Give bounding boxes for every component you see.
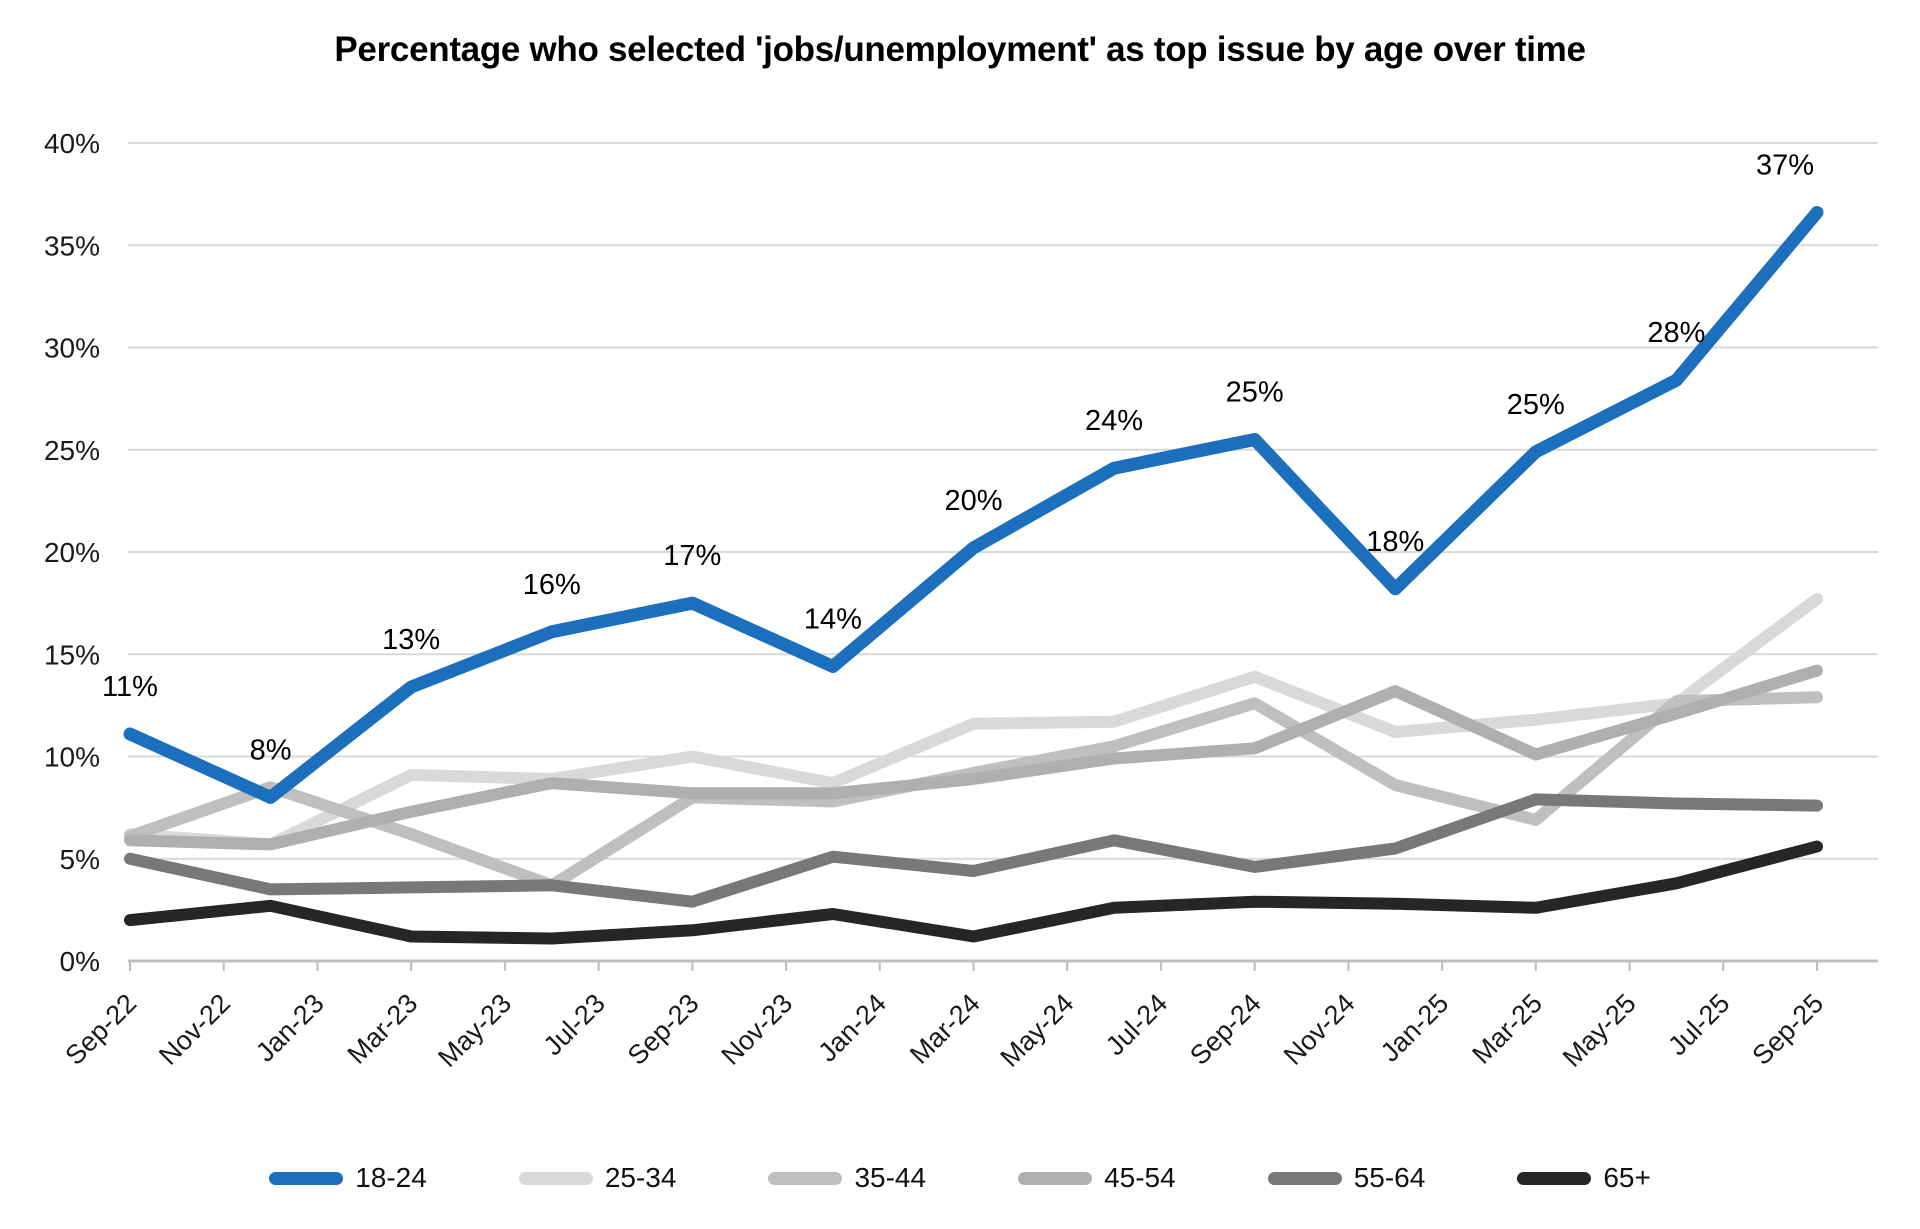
data-label: 13% — [382, 624, 440, 656]
series-line-45-54 — [124, 664, 1823, 851]
x-tick-label: Sep-24 — [1184, 988, 1267, 1071]
x-tick-label: Sep-22 — [59, 988, 142, 1071]
series-line-25-34 — [124, 593, 1823, 851]
data-label: 20% — [944, 485, 1002, 517]
legend-item-55-64: 55-64 — [1267, 1162, 1426, 1194]
data-label: 16% — [523, 569, 581, 601]
legend-swatch-65+ — [1517, 1171, 1592, 1185]
y-tick-label: 15% — [44, 639, 100, 670]
legend-item-45-54: 45-54 — [1018, 1162, 1176, 1194]
y-tick-label: 10% — [44, 742, 100, 773]
legend-label-18-24: 18-24 — [355, 1162, 427, 1193]
legend-item-18-24: 18-24 — [269, 1162, 427, 1194]
x-tick-label: Mar-24 — [904, 988, 986, 1070]
y-tick-label: 25% — [44, 435, 100, 466]
chart-legend: 18-24 25-34 35-44 45-54 55-64 65+ — [0, 1146, 1920, 1210]
x-tick-label: Nov-24 — [1278, 988, 1361, 1071]
series-line-55-64 — [124, 793, 1823, 908]
data-label: 24% — [1085, 405, 1143, 437]
series-line-35-44 — [124, 691, 1823, 892]
legend-label-25-34: 25-34 — [604, 1162, 677, 1193]
data-label: 11% — [102, 671, 158, 703]
data-label: 18% — [1366, 526, 1424, 558]
x-tick-label: Jan-25 — [1375, 988, 1455, 1068]
data-label: 28% — [1647, 317, 1705, 349]
data-label: 8% — [250, 734, 292, 766]
legend-label-65+: 65+ — [1603, 1162, 1651, 1193]
x-tick-label: Nov-23 — [716, 988, 799, 1071]
legend-item-65+: 65+ — [1517, 1162, 1651, 1194]
x-tick-label: Nov-22 — [153, 988, 236, 1071]
x-tick-label: Jul-24 — [1100, 988, 1173, 1061]
legend-label-55-64: 55-64 — [1353, 1162, 1426, 1193]
legend-label-45-54: 45-54 — [1104, 1162, 1176, 1193]
x-tick-label: Mar-25 — [1466, 988, 1548, 1070]
y-tick-label: 40% — [44, 128, 100, 159]
x-tick-label: May-24 — [995, 988, 1080, 1073]
x-tick-label: Jan-24 — [812, 988, 892, 1068]
legend-item-25-34: 25-34 — [518, 1162, 677, 1194]
y-tick-label: 5% — [60, 844, 100, 875]
y-tick-label: 35% — [44, 230, 100, 261]
x-tick-label: Mar-23 — [342, 988, 424, 1070]
x-tick-label: Sep-25 — [1746, 988, 1829, 1071]
x-tick-label: Jul-25 — [1662, 988, 1735, 1061]
legend-item-35-44: 35-44 — [768, 1162, 926, 1194]
legend-swatch-55-64 — [1267, 1171, 1342, 1185]
chart-title: Percentage who selected 'jobs/unemployme… — [334, 30, 1586, 69]
x-tick-label: May-23 — [432, 988, 517, 1073]
y-tick-label: 30% — [44, 333, 100, 364]
series-line-65+ — [124, 840, 1823, 945]
legend-swatch-18-24 — [269, 1171, 344, 1185]
series-line-18-24 — [123, 206, 1824, 804]
data-label: 25% — [1226, 377, 1284, 409]
x-tick-label: Sep-23 — [622, 988, 705, 1071]
y-tick-label: 0% — [60, 946, 100, 977]
y-tick-label: 20% — [44, 537, 100, 568]
legend-swatch-45-54 — [1018, 1171, 1093, 1185]
legend-swatch-35-44 — [768, 1171, 843, 1185]
legend-swatch-25-34 — [518, 1171, 593, 1185]
data-label: 37% — [1756, 150, 1814, 182]
x-tick-label: Jan-23 — [250, 988, 330, 1068]
x-tick-label: Jul-23 — [538, 988, 611, 1061]
legend-label-35-44: 35-44 — [854, 1162, 927, 1193]
data-label: 25% — [1507, 389, 1565, 421]
data-label: 17% — [663, 540, 721, 572]
data-label: 14% — [804, 604, 862, 636]
x-tick-label: May-25 — [1557, 988, 1642, 1073]
